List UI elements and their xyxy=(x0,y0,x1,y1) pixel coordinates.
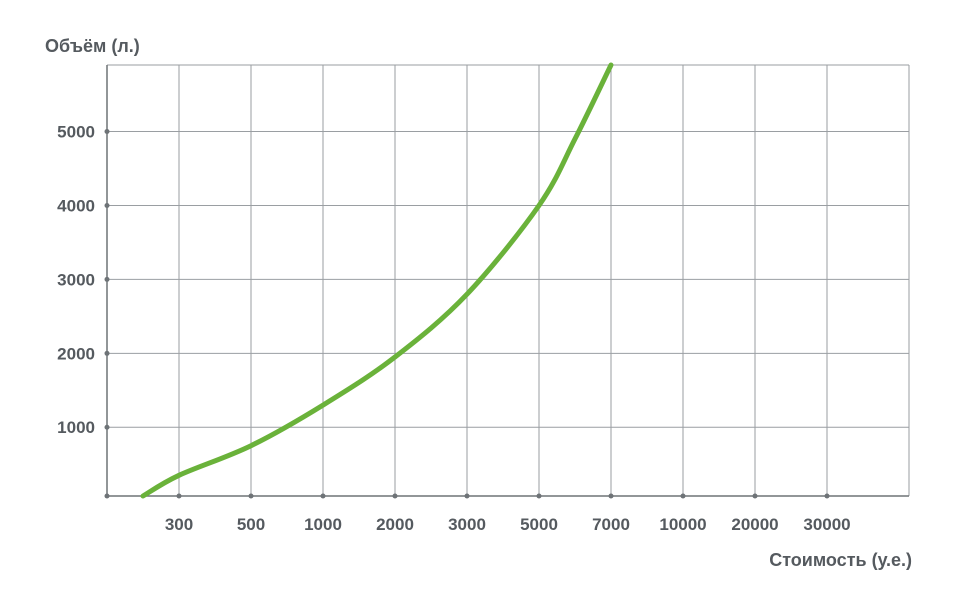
y-axis-ticks: 1000 2000 3000 4000 5000 xyxy=(57,123,110,437)
x-axis-ticks: 300 500 1000 2000 3000 5000 7000 10000 20000 3000… xyxy=(165,493,851,534)
x-axis-title: Стоимость (у.е.) xyxy=(769,550,912,570)
x-tick-mark xyxy=(176,493,182,499)
x-tick-mark xyxy=(392,493,398,499)
grid xyxy=(107,64,910,496)
y-tick-mark xyxy=(104,276,110,282)
x-tick-label: 300 xyxy=(165,515,193,534)
y-tick-label: 2000 xyxy=(57,344,95,363)
y-tick-label: 5000 xyxy=(57,123,95,142)
y-tick-label: 4000 xyxy=(57,196,95,215)
x-tick-mark xyxy=(320,493,326,499)
x-tick-mark xyxy=(680,493,686,499)
y-tick-mark xyxy=(104,202,110,208)
x-tick-label: 7000 xyxy=(592,515,630,534)
y-tick-label: 3000 xyxy=(57,270,95,289)
x-tick-mark xyxy=(464,493,470,499)
x-tick-label: 500 xyxy=(237,515,265,534)
y-tick-label: 1000 xyxy=(57,418,95,437)
origin-mark xyxy=(104,493,110,499)
y-tick-mark xyxy=(104,350,110,356)
x-tick-mark xyxy=(824,493,830,499)
series-line xyxy=(140,62,614,499)
x-tick-label: 2000 xyxy=(376,515,414,534)
x-tick-mark xyxy=(608,493,614,499)
x-tick-mark xyxy=(248,493,254,499)
x-tick-label: 30000 xyxy=(803,515,850,534)
x-tick-mark xyxy=(536,493,542,499)
y-tick-mark xyxy=(104,424,110,430)
x-tick-label: 3000 xyxy=(448,515,486,534)
x-tick-label: 10000 xyxy=(659,515,706,534)
x-tick-label: 5000 xyxy=(520,515,558,534)
x-tick-mark xyxy=(752,493,758,499)
series-group xyxy=(140,62,614,499)
axes xyxy=(104,65,909,499)
x-tick-label: 20000 xyxy=(731,515,778,534)
y-tick-mark xyxy=(104,129,110,135)
x-tick-label: 1000 xyxy=(304,515,342,534)
y-axis-title: Объём (л.) xyxy=(45,36,140,56)
